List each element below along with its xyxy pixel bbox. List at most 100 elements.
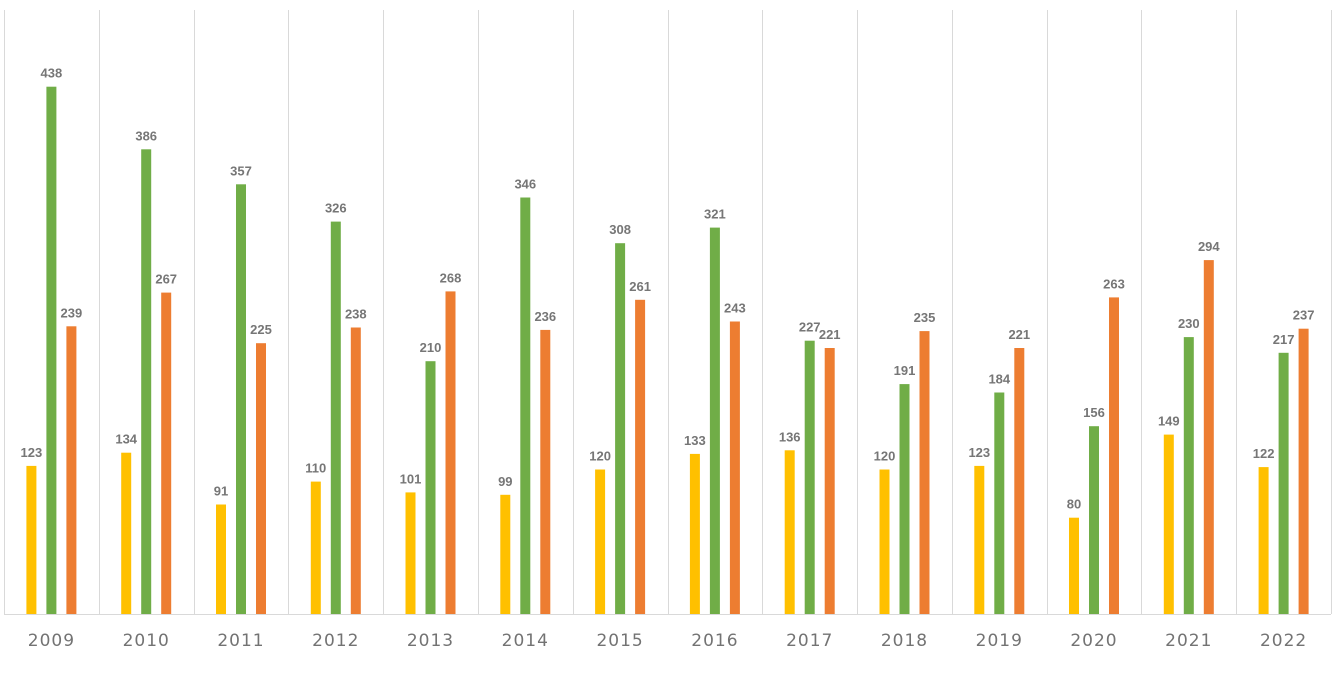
bar-2009-series-3 [66,326,77,614]
bar-2017-series-2 [804,340,815,614]
data-label: 237 [1293,308,1315,323]
bar-2018-series-1 [879,469,890,614]
data-label: 120 [874,449,896,464]
bar-2011-series-3 [256,343,266,614]
data-label: 210 [420,340,442,355]
data-label: 191 [894,363,916,378]
bar-2018-series-3 [919,331,930,614]
bar-2012-series-1 [310,481,321,614]
data-label: 263 [1103,276,1125,291]
bar-2011-series-1 [216,504,226,614]
data-label: 239 [61,305,83,320]
bar-2021-series-3 [1203,260,1214,614]
data-label: 133 [684,433,706,448]
data-label: 149 [1158,414,1180,429]
bar-2020-series-3 [1109,297,1119,614]
data-label: 221 [819,327,841,342]
x-tick-label: 2014 [502,631,549,651]
bar-2013-series-2 [425,361,436,614]
x-tick-label: 2017 [786,631,833,651]
bar-2019-series-1 [974,465,985,614]
data-label: 91 [214,484,228,499]
data-label: 110 [305,461,326,476]
bar-2015-series-3 [635,299,646,614]
data-label: 308 [609,222,631,237]
data-label: 243 [724,301,746,316]
data-label: 120 [589,449,611,464]
bar-2019-series-2 [994,392,1005,614]
x-tick-label: 2009 [28,631,75,651]
bar-2011-series-2 [236,184,246,615]
data-label: 136 [779,429,801,444]
data-label: 386 [135,128,157,143]
bar-2012-series-3 [350,327,361,614]
bar-2010-series-1 [121,452,132,614]
bar-2022-series-3 [1298,328,1309,614]
x-tick-label: 2018 [881,631,928,651]
data-label: 261 [629,279,651,294]
x-tick-label: 2012 [312,631,359,651]
x-tick-label: 2022 [1260,631,1307,651]
bar-2015-series-2 [615,243,626,614]
bar-2021-series-2 [1183,337,1194,614]
data-label: 268 [440,270,462,285]
bar-2009-series-1 [26,465,37,614]
bar-2012-series-2 [330,221,341,614]
data-label: 227 [799,320,821,335]
bar-2020-series-2 [1089,426,1099,614]
data-label: 357 [230,163,252,178]
data-label: 217 [1273,332,1295,347]
data-label: 80 [1067,497,1081,512]
bar-2009-series-2 [46,86,57,614]
data-label: 235 [914,310,936,325]
data-label: 326 [325,201,347,216]
data-label: 123 [968,445,990,460]
bar-2014-series-2 [520,197,531,614]
data-label: 221 [1008,327,1030,342]
data-label: 225 [250,322,272,337]
data-label: 236 [534,309,556,324]
bar-2010-series-2 [141,149,152,615]
data-label: 101 [400,471,422,486]
data-label: 230 [1178,316,1200,331]
data-label: 134 [115,432,137,447]
bar-2017-series-3 [824,348,835,614]
x-tick-label: 2021 [1165,631,1212,651]
bar-2016-series-2 [709,227,720,614]
data-label: 123 [21,445,43,460]
x-tick-label: 2019 [976,631,1023,651]
data-label: 438 [41,66,63,81]
x-tick-label: 2020 [1070,631,1117,651]
bar-2019-series-3 [1014,348,1025,614]
x-tick-label: 2015 [596,631,643,651]
data-label: 156 [1083,405,1105,420]
data-label: 321 [704,207,726,222]
bar-2013-series-1 [405,492,416,614]
bar-2016-series-1 [689,453,700,614]
bar-2014-series-3 [540,329,551,614]
data-label: 99 [498,474,512,489]
bar-2022-series-2 [1278,352,1289,614]
data-label: 267 [155,272,177,287]
bar-2018-series-2 [899,384,910,614]
bar-2021-series-1 [1163,434,1174,614]
x-tick-label: 2013 [407,631,454,651]
bar-2013-series-3 [445,291,456,614]
x-tick-label: 2011 [217,631,264,651]
x-tick-label: 2010 [123,631,170,651]
bar-2010-series-3 [161,292,172,614]
bar-2014-series-1 [500,494,511,614]
bar-2016-series-3 [729,321,740,614]
data-label: 346 [514,177,536,192]
bar-2017-series-1 [784,450,795,614]
data-label: 294 [1198,239,1220,254]
bar-2022-series-1 [1258,467,1269,614]
x-tick-label: 2016 [691,631,738,651]
data-label: 238 [345,307,367,322]
bar-2015-series-1 [595,469,606,614]
data-label: 122 [1253,446,1275,461]
data-label: 184 [988,372,1010,387]
bar-2020-series-1 [1069,517,1079,614]
